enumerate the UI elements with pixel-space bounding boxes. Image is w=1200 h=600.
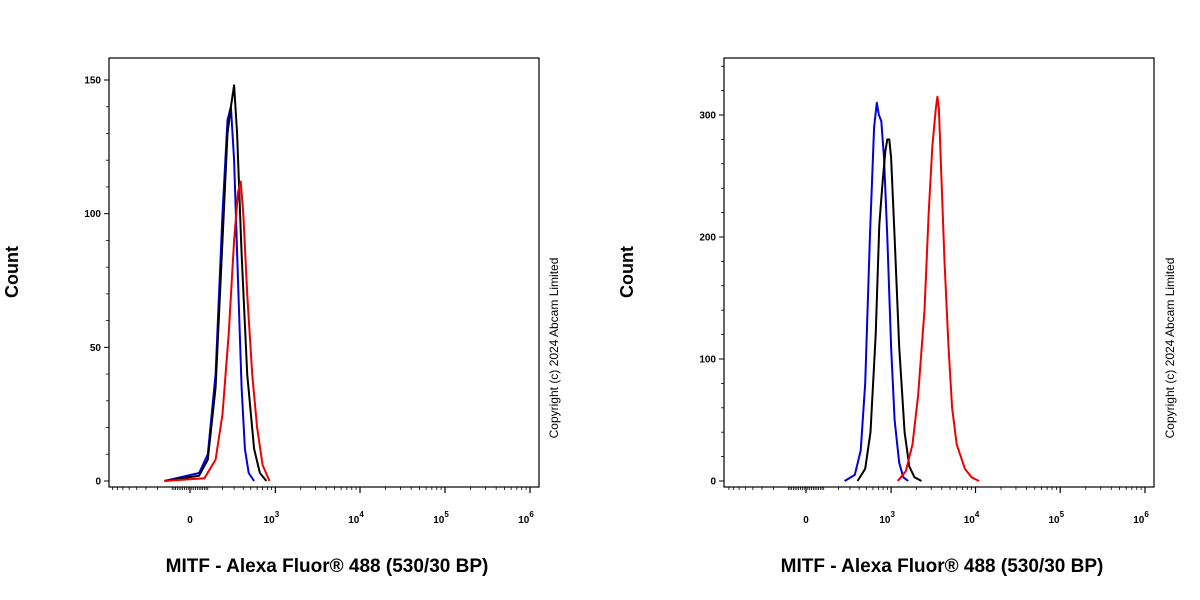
x-tick-base: 10 — [1048, 515, 1060, 526]
x-tick-base: 10 — [1133, 515, 1145, 526]
x-tick-label: 105 — [433, 510, 449, 526]
y-axis-title: Count — [2, 246, 22, 298]
x-tick-exponent: 5 — [444, 510, 449, 519]
x-tick-exponent: 6 — [529, 510, 534, 519]
plot-frame — [108, 57, 540, 488]
x-tick-exponent: 5 — [1060, 510, 1065, 519]
y-tick-label: 0 — [95, 477, 101, 488]
y-tick-label: 100 — [84, 209, 101, 220]
y-tick-label: 300 — [699, 111, 716, 122]
y-axis-title: Count — [617, 246, 637, 298]
histogram-series-2 — [164, 180, 271, 482]
x-tick-base: 10 — [433, 515, 445, 526]
x-tick-base: 0 — [803, 515, 809, 526]
x-tick-base: 10 — [879, 515, 891, 526]
x-tick-label: 103 — [879, 510, 895, 526]
x-tick-base: 0 — [187, 515, 193, 526]
x-tick-label: 104 — [964, 510, 980, 526]
x-tick-label: 105 — [1048, 510, 1064, 526]
histogram-series-1 — [164, 84, 268, 482]
x-tick-exponent: 4 — [975, 510, 980, 519]
y-tick-label: 150 — [84, 76, 101, 87]
x-tick-label: 104 — [348, 510, 364, 526]
plot-frame — [723, 57, 1155, 488]
copyright-text: Copyright (c) 2024 Abcam Limited — [547, 258, 561, 439]
histogram-series-0 — [164, 105, 255, 482]
histogram-series-0 — [844, 101, 909, 482]
y-tick-label: 0 — [710, 477, 716, 488]
x-tick-label: 103 — [264, 510, 280, 526]
x-tick-exponent: 4 — [359, 510, 364, 519]
histogram-series-2 — [896, 95, 980, 482]
x-tick-base: 10 — [964, 515, 976, 526]
y-tick-label: 200 — [699, 233, 716, 244]
histogram-series-1 — [856, 138, 922, 482]
x-tick-label: 0 — [803, 515, 809, 526]
copyright-text: Copyright (c) 2024 Abcam Limited — [1163, 258, 1177, 439]
x-tick-exponent: 6 — [1144, 510, 1149, 519]
x-axis-title: MITF - Alexa Fluor® 488 (530/30 BP) — [166, 556, 489, 577]
x-tick-base: 10 — [518, 515, 530, 526]
y-tick-label: 50 — [90, 343, 102, 354]
x-axis-title: MITF - Alexa Fluor® 488 (530/30 BP) — [781, 556, 1104, 577]
y-tick-label: 100 — [699, 355, 716, 366]
x-tick-exponent: 3 — [890, 510, 895, 519]
x-tick-label: 106 — [1133, 510, 1149, 526]
x-tick-base: 10 — [348, 515, 360, 526]
x-tick-label: 106 — [518, 510, 534, 526]
x-tick-exponent: 3 — [275, 510, 280, 519]
x-tick-base: 10 — [264, 515, 276, 526]
x-tick-label: 0 — [187, 515, 193, 526]
